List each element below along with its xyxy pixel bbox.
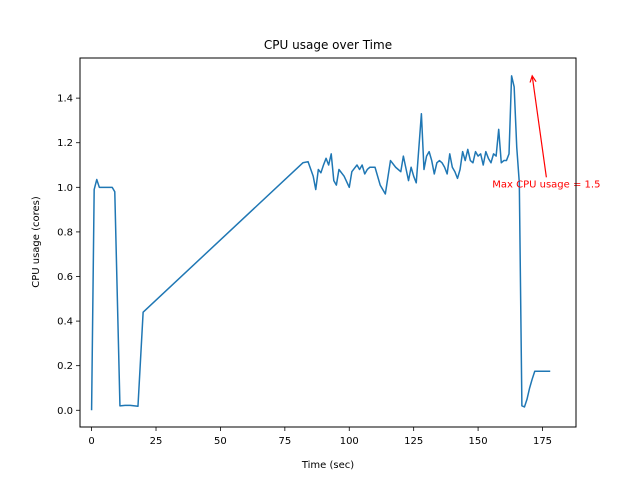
y-axis-label: CPU usage (cores) [31,196,42,288]
annotation-text: Max CPU usage = 1.5 [492,179,600,190]
x-tick-label: 25 [150,436,163,447]
x-tick-label: 50 [214,436,227,447]
x-tick-label: 75 [278,436,291,447]
annotation-arrowhead [529,74,537,83]
y-tick-label: 0.6 [57,272,73,283]
plot-area [90,75,551,411]
x-tick-label: 125 [404,436,423,447]
x-tick-label: 175 [533,436,552,447]
y-tick-label: 0.4 [57,317,73,328]
y-tick-label: 1.4 [57,94,73,105]
x-tick-label: 100 [340,436,359,447]
y-tick-label: 1.2 [57,138,73,149]
y-tick-label: 0.0 [57,406,73,417]
x-tick-label: 0 [88,436,94,447]
chart-title: CPU usage over Time [264,38,392,52]
annotation-arrow [531,75,547,178]
cpu-usage-line [90,75,551,411]
y-tick-label: 0.2 [57,361,73,372]
y-tick-label: 1.0 [57,183,73,194]
max-annotation: Max CPU usage = 1.5 [492,74,600,190]
y-axis-ticks: 0.0 0.2 0.4 0.6 0.8 1.0 1.2 1.4 [57,94,80,417]
x-axis-ticks: 0 25 50 75 100 125 150 175 [88,427,552,447]
x-axis-label: Time (sec) [301,460,354,471]
axes-frame [79,57,577,428]
y-tick-label: 0.8 [57,227,73,238]
x-tick-label: 150 [469,436,488,447]
